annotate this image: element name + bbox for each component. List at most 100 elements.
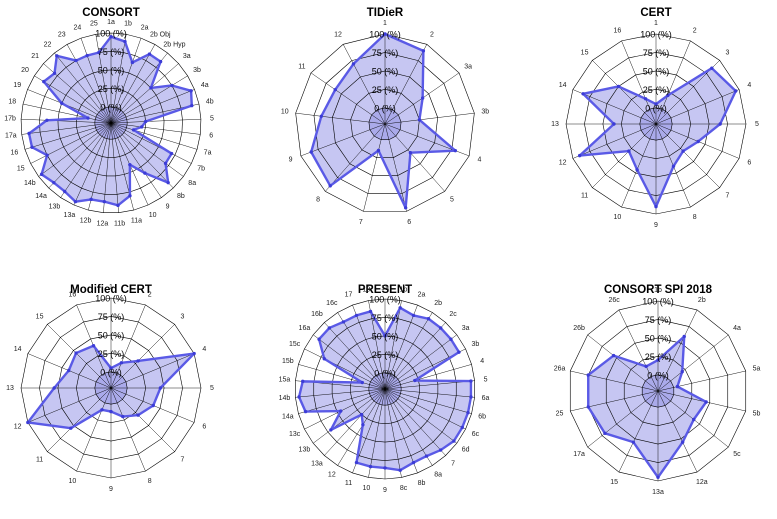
consort-spoke bbox=[110, 118, 201, 124]
consort-spi-2018-spoke bbox=[570, 370, 659, 392]
consort-axis-25: 25 bbox=[90, 20, 98, 27]
modified-cert-point-5 bbox=[158, 386, 163, 390]
present-axis-8c: 8c bbox=[400, 485, 408, 492]
modified-cert-rtick: 75 (%) bbox=[98, 312, 125, 322]
consort-point-6 bbox=[140, 125, 144, 129]
present-axis-6b: 6b bbox=[478, 413, 486, 420]
present-axis-2c: 2c bbox=[449, 311, 457, 318]
consort-point-15 bbox=[45, 153, 49, 157]
present-point-6c bbox=[460, 425, 464, 430]
consort-axis-10: 10 bbox=[149, 212, 157, 219]
consort-axis-23: 23 bbox=[58, 32, 66, 39]
consort-spoke bbox=[88, 122, 112, 211]
present-axis-17: 17 bbox=[345, 292, 353, 299]
present-point-3a bbox=[449, 337, 453, 341]
tidier-axis-11: 11 bbox=[298, 63, 305, 70]
tidier-point-11 bbox=[333, 87, 337, 92]
tidier-spoke bbox=[325, 123, 386, 192]
consort-spi-2018-axis-2b: 2b bbox=[698, 297, 706, 304]
present-axis-10: 10 bbox=[363, 485, 371, 492]
tidier-point-3b bbox=[417, 118, 422, 122]
consort-axis-3b: 3b bbox=[193, 67, 201, 74]
cert-axis-14: 14 bbox=[559, 82, 567, 89]
consort-axis-13b: 13b bbox=[49, 204, 61, 211]
consort-spi-2018-point-1b bbox=[656, 358, 660, 362]
consort-spi-2018-rtick: 0 (%) bbox=[647, 370, 669, 380]
consort-spoke bbox=[110, 89, 195, 124]
cert-axis-6: 6 bbox=[747, 159, 751, 166]
consort-axis-8b: 8b bbox=[177, 193, 185, 200]
cert-axis-10: 10 bbox=[613, 214, 621, 221]
present-point-8c bbox=[398, 468, 402, 472]
tidier-rtick: 25 (%) bbox=[372, 85, 399, 95]
consort-spi-2018-spoke bbox=[618, 390, 659, 473]
tidier-axis-10: 10 bbox=[281, 109, 289, 116]
present-point-6a bbox=[469, 395, 473, 399]
consort-spi-2018-axis-26c: 26c bbox=[609, 297, 621, 304]
present-axis-8a: 8a bbox=[434, 472, 442, 479]
consort-spi-2018-spoke bbox=[570, 390, 659, 412]
present-axis-8b: 8b bbox=[418, 480, 426, 487]
consort-spi-2018-point-17a bbox=[603, 431, 607, 436]
present-point-16c bbox=[341, 320, 346, 324]
present-axis-5: 5 bbox=[484, 377, 488, 384]
present-spoke bbox=[384, 388, 433, 466]
tidier-point-9 bbox=[309, 150, 313, 154]
cert-axis-8: 8 bbox=[693, 214, 697, 221]
consort-point-13a bbox=[73, 199, 78, 204]
consort-spoke bbox=[110, 122, 184, 177]
consort-spi-2018-point-15 bbox=[631, 440, 636, 444]
present-spoke bbox=[384, 322, 446, 390]
tidier-spoke bbox=[310, 72, 386, 125]
consort-title: CONSORT bbox=[82, 7, 140, 19]
present-spoke bbox=[295, 388, 386, 398]
present-point-17 bbox=[354, 313, 359, 318]
present-spoke bbox=[384, 388, 466, 430]
present-spoke bbox=[384, 388, 457, 444]
present-spoke bbox=[298, 364, 386, 390]
present-point-8a bbox=[424, 454, 429, 458]
present-point-13a bbox=[359, 412, 364, 417]
consort-point-21 bbox=[52, 71, 57, 75]
consort-spi-2018-axis-1b: 1b bbox=[654, 287, 662, 294]
present-spoke bbox=[352, 304, 386, 390]
present-point-8b bbox=[411, 460, 416, 465]
cert-spoke bbox=[655, 40, 691, 125]
cert-point-8 bbox=[671, 164, 676, 168]
consort-point-17b bbox=[45, 118, 49, 122]
consort-spoke bbox=[21, 122, 112, 135]
consort-point-8b bbox=[166, 180, 170, 185]
modified-cert-axis-12: 12 bbox=[14, 423, 22, 430]
present-point-12 bbox=[361, 423, 365, 427]
consort-spi-2018-axis-26a: 26a bbox=[554, 365, 566, 372]
consort-point-3b bbox=[170, 83, 174, 88]
present-rtick: 25 (%) bbox=[372, 350, 399, 360]
cert-spoke bbox=[592, 60, 657, 125]
consort-point-8a bbox=[163, 161, 168, 166]
present-point-15a bbox=[301, 379, 305, 384]
consort-spoke bbox=[110, 122, 192, 164]
consort-point-12a bbox=[102, 199, 107, 204]
cert-point-15 bbox=[616, 84, 621, 89]
consort-point-20 bbox=[42, 79, 46, 84]
consort-spoke bbox=[48, 122, 112, 189]
consort-spi-2018-point-12a bbox=[680, 440, 685, 444]
modified-cert-axis-7: 7 bbox=[180, 456, 184, 463]
present-axis-15a: 15a bbox=[279, 377, 291, 384]
modified-cert-axis-10: 10 bbox=[68, 478, 76, 485]
tidier-axis-2: 2 bbox=[430, 31, 434, 38]
present-point-16b bbox=[327, 326, 332, 330]
cert-axis-3: 3 bbox=[725, 49, 729, 56]
present-axis-9: 9 bbox=[383, 487, 387, 494]
present-spoke bbox=[384, 388, 472, 414]
consort-point-24 bbox=[85, 53, 89, 58]
consort-point-4b bbox=[190, 103, 194, 108]
modified-cert-point-13 bbox=[52, 386, 56, 390]
modified-cert-point-10 bbox=[100, 408, 104, 412]
consort-point-16 bbox=[30, 145, 34, 149]
consort-axis-18: 18 bbox=[8, 99, 16, 106]
consort-spi-2018-spoke bbox=[618, 309, 659, 392]
present-point-11 bbox=[354, 460, 359, 465]
